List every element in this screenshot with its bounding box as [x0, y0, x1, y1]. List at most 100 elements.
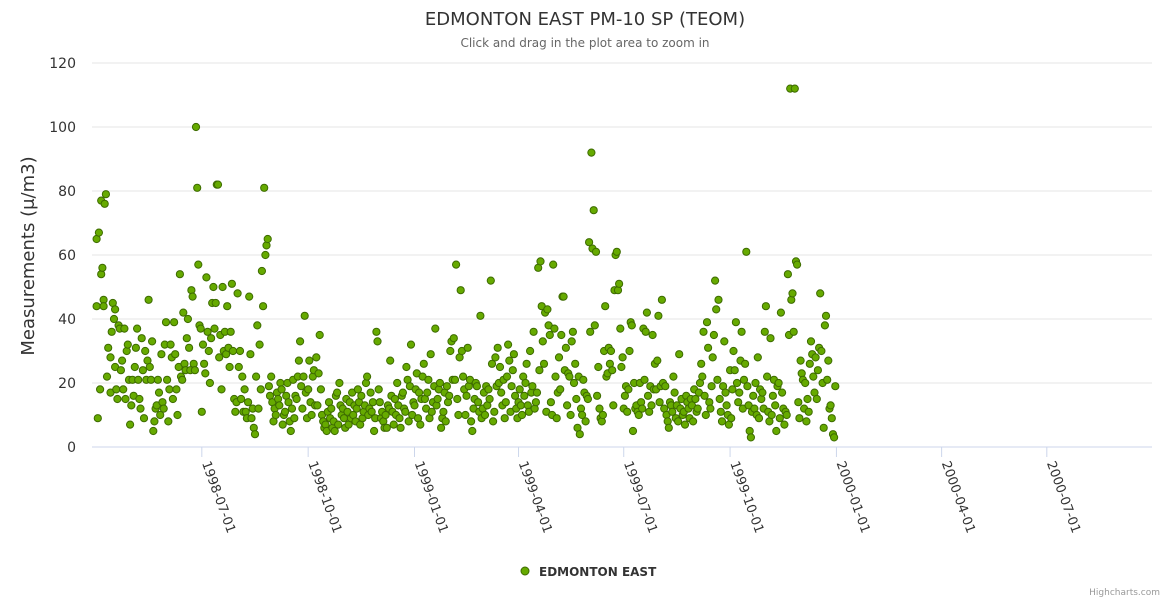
data-point[interactable]	[135, 394, 144, 404]
data-point[interactable]	[247, 414, 256, 423]
data-point[interactable]	[615, 279, 624, 288]
data-point[interactable]	[153, 375, 162, 384]
data-point[interactable]	[585, 238, 594, 247]
data-point[interactable]	[390, 394, 399, 404]
data-point[interactable]	[238, 372, 247, 381]
data-point[interactable]	[159, 404, 168, 413]
data-point[interactable]	[228, 346, 238, 356]
data-point[interactable]	[327, 404, 336, 413]
data-point[interactable]	[449, 334, 458, 343]
data-point[interactable]	[278, 420, 287, 429]
data-point[interactable]	[753, 353, 762, 362]
data-point[interactable]	[312, 353, 321, 362]
data-point[interactable]	[689, 417, 698, 426]
data-point[interactable]	[794, 398, 803, 407]
data-point[interactable]	[211, 298, 220, 308]
data-point[interactable]	[207, 334, 216, 343]
data-point[interactable]	[316, 385, 325, 394]
data-point[interactable]	[112, 385, 121, 394]
data-point[interactable]	[569, 378, 579, 388]
data-point[interactable]	[591, 247, 601, 256]
data-point[interactable]	[538, 337, 547, 346]
data-point[interactable]	[831, 382, 840, 391]
data-point[interactable]	[550, 324, 559, 333]
data-point[interactable]	[618, 353, 627, 362]
data-point[interactable]	[144, 295, 153, 304]
data-point[interactable]	[395, 414, 404, 423]
data-point[interactable]	[502, 372, 512, 381]
data-point[interactable]	[642, 308, 652, 317]
data-point[interactable]	[175, 270, 184, 279]
data-point[interactable]	[495, 362, 505, 372]
data-point[interactable]	[516, 401, 526, 410]
data-point[interactable]	[474, 398, 483, 407]
data-point[interactable]	[260, 183, 269, 192]
data-point[interactable]	[823, 375, 832, 384]
data-point[interactable]	[655, 398, 664, 407]
data-point[interactable]	[439, 407, 448, 416]
data-point[interactable]	[590, 321, 599, 330]
data-point[interactable]	[146, 375, 156, 384]
data-point[interactable]	[193, 183, 202, 192]
data-point[interactable]	[118, 356, 127, 365]
data-point[interactable]	[357, 391, 366, 400]
data-point[interactable]	[367, 407, 376, 416]
data-point[interactable]	[563, 401, 572, 410]
data-point[interactable]	[522, 359, 531, 368]
data-point[interactable]	[778, 388, 787, 397]
data-point[interactable]	[734, 398, 743, 407]
data-point[interactable]	[826, 401, 835, 410]
data-point[interactable]	[99, 302, 108, 311]
data-point[interactable]	[721, 388, 730, 397]
data-point[interactable]	[581, 417, 590, 426]
data-point[interactable]	[240, 385, 249, 394]
data-point[interactable]	[166, 340, 175, 349]
data-point[interactable]	[566, 410, 575, 420]
data-point[interactable]	[508, 366, 517, 375]
data-point[interactable]	[424, 375, 433, 384]
data-point[interactable]	[330, 426, 339, 436]
data-point[interactable]	[805, 359, 814, 368]
data-point[interactable]	[609, 401, 618, 410]
data-point[interactable]	[138, 366, 147, 375]
data-point[interactable]	[693, 404, 702, 413]
data-point[interactable]	[634, 410, 643, 420]
data-point[interactable]	[172, 385, 181, 394]
data-point[interactable]	[201, 369, 210, 378]
data-point[interactable]	[227, 279, 236, 288]
data-point[interactable]	[578, 410, 587, 420]
data-point[interactable]	[200, 359, 209, 368]
data-point[interactable]	[501, 398, 510, 407]
data-point[interactable]	[707, 382, 716, 391]
data-point[interactable]	[509, 350, 519, 359]
data-point[interactable]	[161, 318, 171, 327]
data-point[interactable]	[821, 311, 831, 320]
data-point[interactable]	[648, 330, 657, 340]
data-point[interactable]	[179, 308, 188, 317]
data-point[interactable]	[396, 423, 405, 432]
data-point[interactable]	[280, 407, 290, 416]
data-point[interactable]	[643, 391, 653, 400]
data-point[interactable]	[372, 327, 381, 336]
data-point[interactable]	[406, 340, 416, 349]
data-point[interactable]	[196, 324, 205, 333]
data-point[interactable]	[487, 359, 497, 368]
data-point[interactable]	[427, 407, 436, 416]
data-point[interactable]	[713, 375, 722, 384]
data-point[interactable]	[290, 414, 299, 423]
data-point[interactable]	[300, 311, 309, 320]
data-point[interactable]	[504, 340, 513, 349]
data-point[interactable]	[94, 228, 104, 237]
data-point[interactable]	[716, 407, 725, 416]
data-point[interactable]	[737, 327, 746, 336]
data-point[interactable]	[299, 372, 308, 381]
data-point[interactable]	[712, 305, 721, 314]
data-point[interactable]	[528, 382, 537, 391]
data-point[interactable]	[567, 337, 576, 346]
data-point[interactable]	[315, 330, 324, 340]
data-point[interactable]	[256, 385, 265, 394]
data-point[interactable]	[796, 356, 805, 365]
data-point[interactable]	[313, 401, 322, 410]
data-point[interactable]	[431, 324, 440, 333]
data-point[interactable]	[735, 388, 744, 397]
